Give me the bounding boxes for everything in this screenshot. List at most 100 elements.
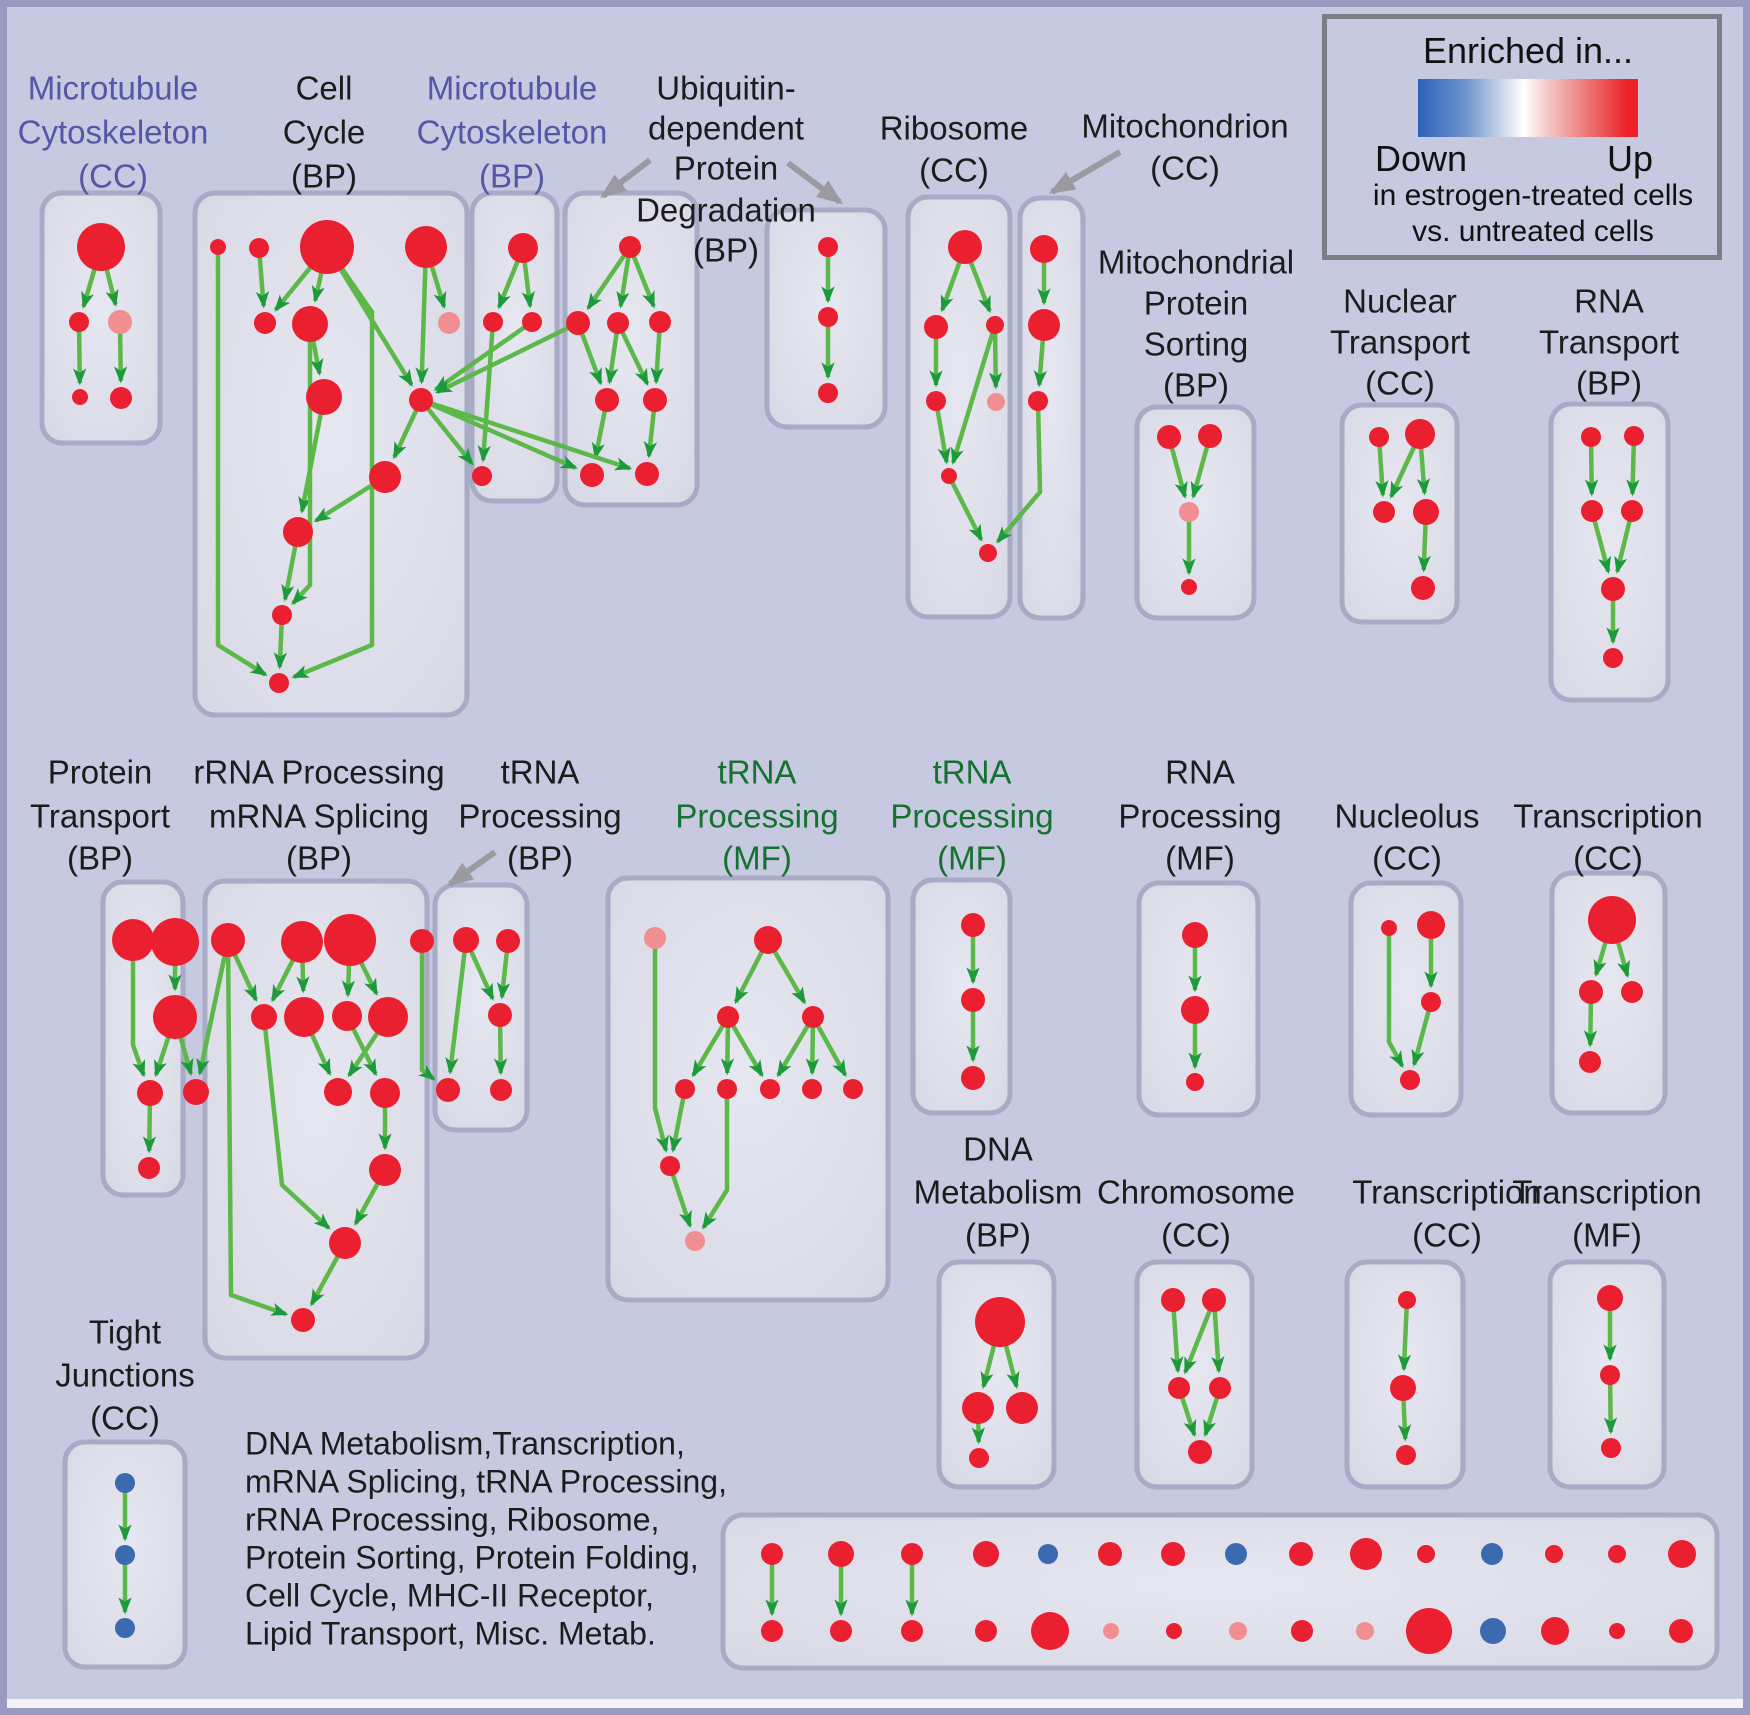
go-term-node-tm1-b3: [760, 1079, 780, 1099]
cluster-label-ribosome-line1: (CC): [919, 151, 989, 189]
edge-tm1.low-to-tm1.pb: [667, 1165, 693, 1229]
go-term-node-rm-c3: [1186, 1073, 1204, 1091]
cluster-label-mitochondrion-line0: Mitochondrion: [1081, 107, 1289, 145]
cluster-label-trnamf1-line2: (MF): [722, 839, 792, 877]
edge-ch.t2-to-ch.m1: [1183, 1299, 1217, 1375]
go-term-node-tm1-pkT: [644, 927, 666, 949]
cluster-label-rrna-line2: (BP): [286, 839, 352, 877]
go-term-node-tm1-low: [660, 1156, 680, 1176]
go-term-node-rm-c1: [1182, 922, 1208, 948]
go-term-node-t3-t: [1398, 1291, 1416, 1309]
go-term-node-t2c-ml: [1579, 980, 1603, 1004]
go-term-node-t3-m: [1390, 1375, 1416, 1401]
go-term-node-rr-n4: [410, 929, 434, 953]
cluster-label-mps-line1: Protein: [1143, 284, 1249, 322]
go-term-node-ch-bt: [1188, 1440, 1212, 1464]
edge-u.u2-to-cc.L: [434, 320, 579, 395]
go-term-node-tj-j3: [115, 1618, 135, 1638]
legend-gradient-bar: [1418, 79, 1638, 137]
edge-rr.n4-to-tb.tbl: [418, 941, 436, 1081]
go-term-node-pt-P5: [183, 1079, 209, 1105]
go-term-node-nt-q1: [1369, 427, 1389, 447]
cluster-label-rnamf-line2: (MF): [1165, 839, 1235, 877]
go-term-node-tj-j1: [115, 1473, 135, 1493]
go-term-node-cc-j: [272, 605, 292, 625]
go-term-node-v-v3: [818, 383, 838, 403]
go-term-node-cc-i: [283, 517, 313, 547]
edge-mb.C1-to-mb.Bm: [477, 321, 496, 463]
edge-tm1.mra-to-tm1.b3: [776, 1015, 815, 1078]
edge-rb.rm-to-rb.rn: [933, 400, 951, 465]
cluster-label-transcription_mf-line0: Transcription: [1512, 1173, 1702, 1211]
cluster-label-ubiquitin-line4: (BP): [693, 231, 759, 269]
cluster-label-rnatransport-line2: (BP): [1576, 364, 1642, 402]
cluster-box-mi: [1017, 195, 1086, 621]
go-term-node-u-u1: [619, 236, 641, 258]
go-term-node-nu-ns: [1381, 920, 1397, 936]
misc-category-list-line4: Cell Cycle, MHC-II Receptor,: [245, 1577, 654, 1614]
go-term-node-cc-b: [249, 238, 269, 258]
go-term-node-v-v1: [818, 237, 838, 257]
cluster-box-ch: [1134, 1259, 1255, 1490]
go-term-node-mb-T: [508, 233, 538, 263]
edge-tm1.mla-to-tm1.b3: [726, 1015, 764, 1078]
legend-down-label: Down: [1374, 138, 1468, 179]
legend-up-label: Up: [1606, 138, 1654, 179]
go-term-node-mx-t08: [1225, 1543, 1247, 1565]
go-term-node-mx-u01: [761, 1620, 783, 1642]
go-term-node-mx-u07: [1166, 1623, 1182, 1639]
go-term-node-tm1-pb: [685, 1231, 705, 1251]
go-term-node-nt-q4: [1413, 499, 1439, 525]
edge-tb.t1-to-tb.tbl: [445, 939, 469, 1075]
go-term-node-dm-cr: [1006, 1392, 1038, 1424]
cluster-box-rnat: [1548, 401, 1671, 703]
go-term-node-rnat-r4: [1621, 500, 1643, 522]
cluster-label-mps-line3: (BP): [1163, 366, 1229, 404]
go-term-node-t4-t: [1597, 1285, 1623, 1311]
edge-mtcc.B-to-mtcc.D: [72, 321, 87, 386]
go-term-node-mx-t11: [1417, 1545, 1435, 1563]
cluster-label-mtbp-line1: Cytoskeleton: [416, 113, 608, 151]
misc-category-list-line1: mRNA Splicing, tRNA Processing,: [245, 1463, 727, 1500]
go-term-node-rr-n1: [211, 923, 245, 957]
go-term-node-nu-nb: [1417, 911, 1445, 939]
cluster-label-ubiquitin-line3: Degradation: [636, 191, 816, 229]
cluster-box-t3: [1344, 1259, 1466, 1490]
go-term-node-mx-t12: [1481, 1543, 1503, 1565]
go-term-node-mx-t09: [1289, 1542, 1313, 1566]
edge-tm1.mla-to-tm1.b1: [691, 1015, 730, 1078]
cluster-label-ubiquitin-line1: dependent: [648, 109, 804, 147]
go-term-node-mtcc-D: [72, 389, 88, 405]
misc-category-list-line3: Protein Sorting, Protein Folding,: [245, 1539, 699, 1576]
go-term-node-mx-t10: [1350, 1538, 1382, 1570]
edge-cc.d-to-cc.L: [415, 246, 429, 385]
go-term-node-mx-u13: [1541, 1617, 1569, 1645]
misc-category-list-line5: Lipid Transport, Misc. Metab.: [245, 1615, 656, 1652]
go-term-node-tb-tm: [488, 1003, 512, 1027]
legend-title: Enriched in...: [1422, 30, 1634, 71]
edge-rb.rr-to-rb.rn: [950, 324, 998, 465]
legend-subtitle-2: vs. untreated cells: [1412, 215, 1654, 248]
cluster-label-mps-line0: Mitochondrial: [1097, 243, 1295, 281]
cluster-label-trnamf1-line1: Processing: [675, 797, 839, 835]
go-term-node-nu-nbt: [1400, 1070, 1420, 1090]
edge-u.u3-to-u.u6: [615, 322, 650, 386]
go-term-node-tm1-big: [754, 926, 782, 954]
cluster-label-chromosome-line1: (CC): [1161, 1216, 1231, 1254]
go-term-node-tb-t2: [496, 929, 520, 953]
cluster-label-rrna-line0: rRNA Processing: [193, 753, 445, 791]
cluster-label-rnamf-line1: Processing: [1118, 797, 1282, 835]
cluster-label-nucleartransport-line1: Transport: [1330, 323, 1470, 361]
go-term-node-t4-m: [1600, 1365, 1620, 1385]
go-term-node-cc-h: [369, 461, 401, 493]
go-term-node-tm2-c3: [961, 1066, 985, 1090]
go-term-node-rr-m3: [332, 1001, 362, 1031]
go-term-node-u-u2: [566, 311, 590, 335]
cluster-label-ribosome-line0: Ribosome: [879, 109, 1029, 147]
misc-category-list-line2: rRNA Processing, Ribosome,: [245, 1501, 660, 1538]
edge-nu.nm-to-nu.nbt: [1411, 1001, 1434, 1067]
cluster-label-transcription_cc_b-line0: Transcription: [1352, 1173, 1542, 1211]
go-term-node-mb-Bm: [472, 466, 492, 486]
go-term-node-rr-m1: [251, 1004, 277, 1030]
go-term-node-mb-C1: [483, 312, 503, 332]
